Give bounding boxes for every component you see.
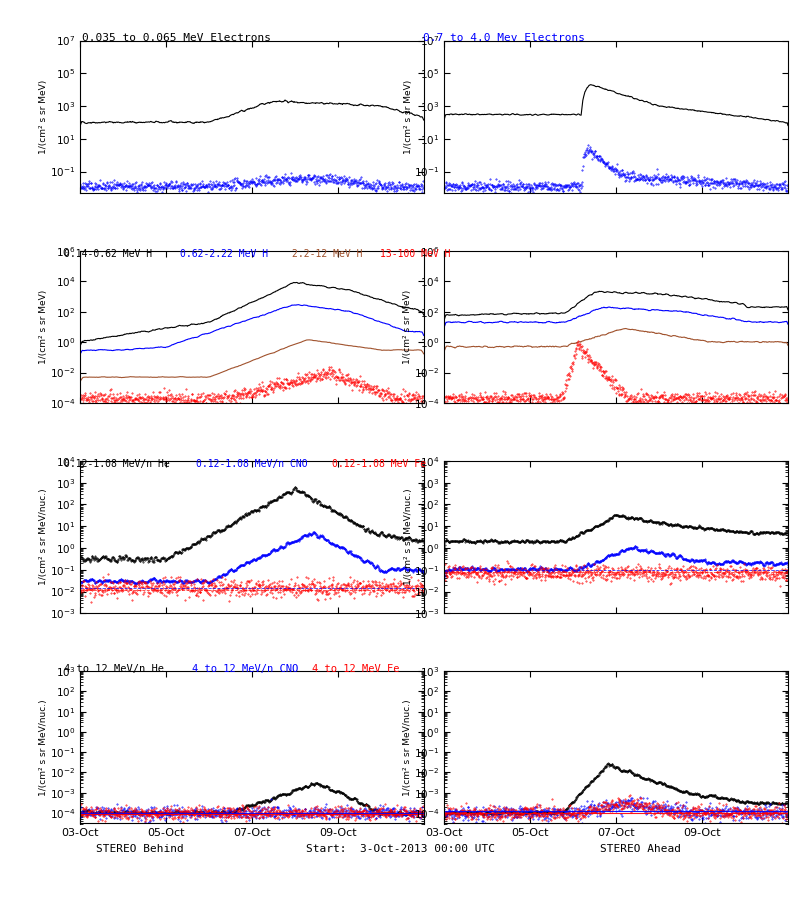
Text: 4 to 12 MeV Fe: 4 to 12 MeV Fe [312, 664, 399, 674]
Y-axis label: 1/(cm² s sr MeV/nuc.): 1/(cm² s sr MeV/nuc.) [404, 489, 413, 585]
Text: STEREO Ahead: STEREO Ahead [599, 844, 681, 854]
Y-axis label: 1/(cm² s sr MeV): 1/(cm² s sr MeV) [404, 79, 413, 154]
Text: 4 to 12 MeV/n CNO: 4 to 12 MeV/n CNO [192, 664, 298, 674]
Y-axis label: 1/(cm² s sr MeV): 1/(cm² s sr MeV) [403, 290, 413, 364]
Text: 2.2-12 MeV H: 2.2-12 MeV H [292, 249, 362, 259]
Text: 0.12-1.08 MeV Fe: 0.12-1.08 MeV Fe [332, 459, 426, 469]
Y-axis label: 1/(cm² s sr MeV/nuc.): 1/(cm² s sr MeV/nuc.) [39, 489, 48, 585]
Text: 0.035 to 0.065 MeV Electrons: 0.035 to 0.065 MeV Electrons [82, 33, 270, 43]
Text: 0.14-0.62 MeV H: 0.14-0.62 MeV H [64, 249, 152, 259]
Text: 0.7 to 4.0 Mev Electrons: 0.7 to 4.0 Mev Electrons [423, 33, 585, 43]
Text: 13-100 MeV H: 13-100 MeV H [380, 249, 450, 259]
Text: Start:  3-Oct-2013 00:00 UTC: Start: 3-Oct-2013 00:00 UTC [306, 844, 494, 854]
Text: 0.62-2.22 MeV H: 0.62-2.22 MeV H [180, 249, 268, 259]
Text: 4 to 12 MeV/n He: 4 to 12 MeV/n He [64, 664, 164, 674]
Text: STEREO Behind: STEREO Behind [96, 844, 184, 854]
Y-axis label: 1/(cm² s sr MeV/nuc.): 1/(cm² s sr MeV/nuc.) [39, 699, 48, 796]
Text: 0.12-1.08 MeV/n He: 0.12-1.08 MeV/n He [64, 459, 170, 469]
Y-axis label: 1/(cm² s sr MeV): 1/(cm² s sr MeV) [39, 290, 48, 364]
Y-axis label: 1/(cm² s sr MeV/nuc.): 1/(cm² s sr MeV/nuc.) [403, 699, 413, 796]
Text: 0.12-1.08 MeV/n CNO: 0.12-1.08 MeV/n CNO [196, 459, 308, 469]
Y-axis label: 1/(cm² s sr MeV): 1/(cm² s sr MeV) [39, 79, 48, 154]
